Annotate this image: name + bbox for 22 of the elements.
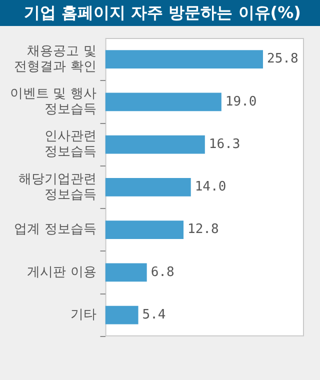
chart-title: 기업 홈페이지 자주 방문하는 이유(%) (0, 0, 320, 26)
bar (105, 135, 205, 154)
data-label: 14.0 (194, 180, 226, 195)
y-tick-label: 채용공고 및 전형결과 확인 (14, 44, 96, 74)
bar (105, 178, 191, 196)
y-tick-label: 업계 정보습득 (14, 222, 96, 238)
data-label: 5.4 (142, 307, 166, 322)
bar (105, 220, 184, 239)
data-label: 6.8 (150, 264, 174, 280)
y-tick-label: 이벤트 및 행사 정보습득 (10, 86, 96, 118)
bar (105, 92, 222, 112)
bar (105, 263, 147, 282)
y-tick-label: 게시판 이용 (27, 264, 96, 280)
bar (105, 50, 263, 68)
data-label: 19.0 (225, 94, 257, 110)
y-tick-label: 인사관련 정보습득 (44, 129, 96, 160)
data-label: 16.3 (208, 136, 240, 152)
bar (105, 306, 138, 324)
y-tick-label: 기타 (70, 307, 96, 322)
data-label: 12.8 (188, 222, 219, 238)
y-tick-label: 해당기업관련 정보습득 (18, 172, 96, 202)
data-label: 25.8 (266, 52, 298, 67)
